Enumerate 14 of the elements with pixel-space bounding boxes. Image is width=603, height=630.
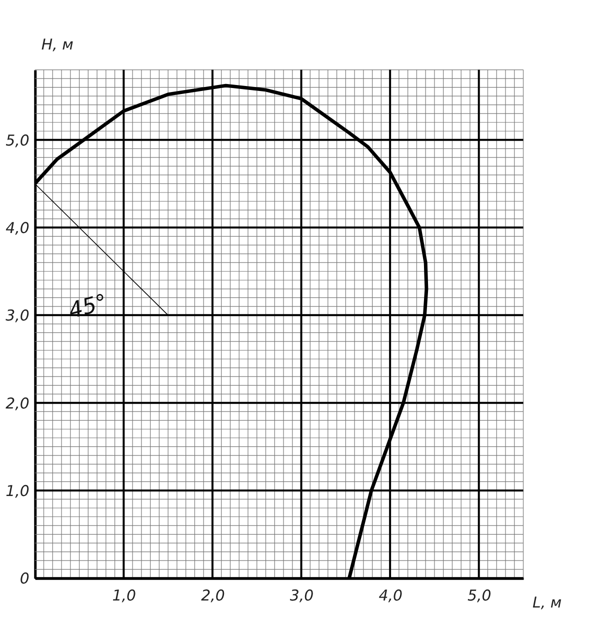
x-tick-label: 1,0 — [112, 586, 136, 605]
y-tick-label: 0 — [20, 570, 30, 588]
x-tick-label: 4,0 — [378, 586, 402, 605]
y-axis-title: H, м — [41, 35, 74, 54]
y-tick-label: 4,0 — [6, 219, 30, 238]
x-tick-label: 3,0 — [290, 586, 314, 605]
x-axis-title: L, м — [532, 594, 562, 612]
y-tick-label: 5,0 — [6, 131, 30, 150]
x-tick-label: 5,0 — [467, 586, 492, 605]
annotation: 45° — [66, 290, 110, 324]
x-tick-label: 2,0 — [201, 586, 225, 605]
y-tick-label: 3,0 — [6, 306, 30, 325]
y-tick-label: 2,0 — [6, 394, 30, 412]
y-tick-label: 1,0 — [6, 482, 30, 500]
